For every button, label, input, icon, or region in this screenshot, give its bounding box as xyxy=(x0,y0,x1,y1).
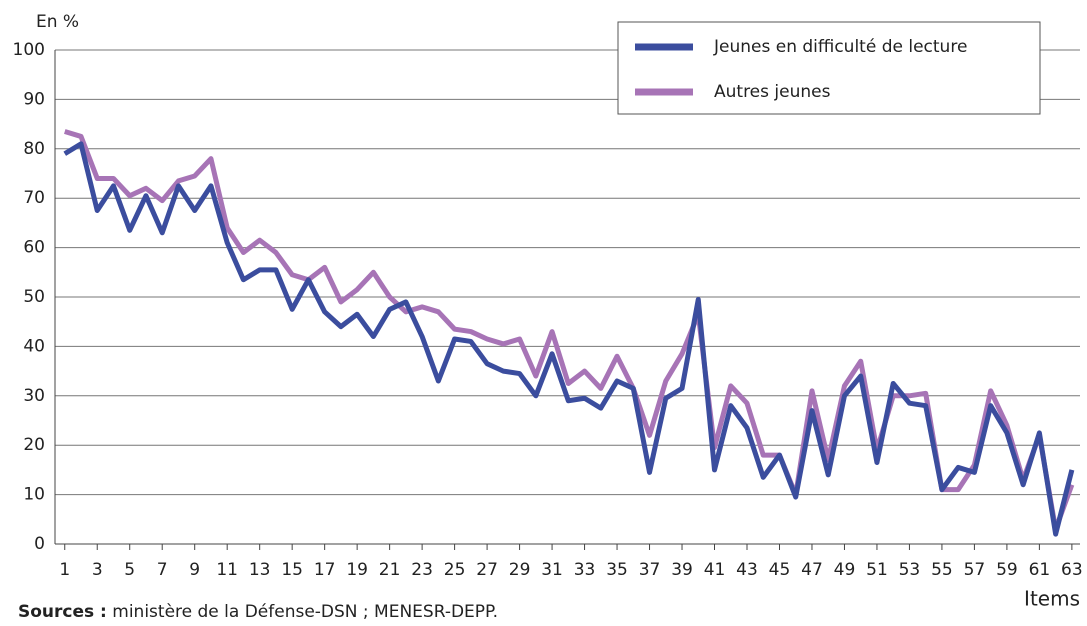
x-tick-label: 43 xyxy=(736,560,758,580)
x-tick-label: 15 xyxy=(281,560,303,580)
x-tick-label: 45 xyxy=(769,560,791,580)
x-tick-label: 47 xyxy=(801,560,823,580)
x-tick-label: 59 xyxy=(996,560,1018,580)
y-tick-label: 40 xyxy=(23,336,45,356)
x-tick-label: 29 xyxy=(509,560,531,580)
x-tick-label: 27 xyxy=(476,560,498,580)
source-label: Sources : xyxy=(18,602,107,622)
y-tick-label: 60 xyxy=(23,238,45,258)
x-tick-label: 7 xyxy=(157,560,168,580)
y-tick-label: 30 xyxy=(23,386,45,406)
x-tick-label: 35 xyxy=(606,560,628,580)
y-tick-label: 10 xyxy=(23,485,45,505)
x-tick-label: 57 xyxy=(964,560,986,580)
y-axis-label: En % xyxy=(36,12,79,32)
x-tick-label: 11 xyxy=(216,560,238,580)
x-tick-label: 63 xyxy=(1061,560,1083,580)
legend-label: Autres jeunes xyxy=(714,82,831,102)
x-tick-label: 21 xyxy=(379,560,401,580)
series-line xyxy=(64,129,1075,532)
y-tick-label: 50 xyxy=(23,287,45,307)
y-tick-label: 20 xyxy=(23,435,45,455)
y-tick-label: 70 xyxy=(23,188,45,208)
legend-label: Jeunes en difficulté de lecture xyxy=(713,37,967,57)
x-tick-label: 37 xyxy=(639,560,661,580)
x-tick-label: 1 xyxy=(59,560,70,580)
x-tick-label: 41 xyxy=(704,560,726,580)
x-axis-label: Items xyxy=(1024,587,1080,611)
x-tick-label: 49 xyxy=(834,560,856,580)
x-tick-label: 39 xyxy=(671,560,693,580)
x-tick-label: 33 xyxy=(574,560,596,580)
y-tick-label: 100 xyxy=(13,40,45,60)
x-tick-label: 9 xyxy=(189,560,200,580)
y-tick-label: 90 xyxy=(23,89,45,109)
x-tick-label: 17 xyxy=(314,560,336,580)
legend-box xyxy=(617,21,1041,115)
x-tick-label: 19 xyxy=(346,560,368,580)
y-tick-label: 80 xyxy=(23,139,45,159)
x-tick-label: 5 xyxy=(124,560,135,580)
x-tick-label: 31 xyxy=(541,560,563,580)
x-tick-label: 25 xyxy=(444,560,466,580)
y-tick-label: 0 xyxy=(34,534,45,554)
x-tick-label: 53 xyxy=(899,560,921,580)
series-line xyxy=(63,141,1075,537)
source-text: ministère de la Défense-DSN ; MENESR-DEP… xyxy=(107,602,498,622)
source: Sources : ministère de la Défense-DSN ; … xyxy=(18,602,498,622)
x-tick-label: 51 xyxy=(866,560,888,580)
x-tick-label: 61 xyxy=(1029,560,1051,580)
x-tick-label: 55 xyxy=(931,560,953,580)
x-tick-label: 23 xyxy=(411,560,433,580)
x-tick-label: 13 xyxy=(249,560,271,580)
x-tick-label: 3 xyxy=(92,560,103,580)
